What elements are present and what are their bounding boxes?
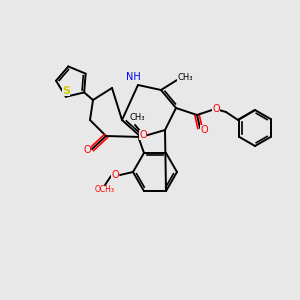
- Text: NH: NH: [126, 72, 140, 82]
- Text: O: O: [212, 104, 220, 114]
- Text: OCH₃: OCH₃: [95, 185, 115, 194]
- Text: CH₃: CH₃: [129, 113, 145, 122]
- Text: CH₃: CH₃: [177, 73, 193, 82]
- Text: O: O: [111, 170, 119, 180]
- Text: O: O: [83, 145, 91, 155]
- Text: S: S: [62, 86, 70, 96]
- Text: O: O: [139, 130, 147, 140]
- Text: O: O: [200, 125, 208, 135]
